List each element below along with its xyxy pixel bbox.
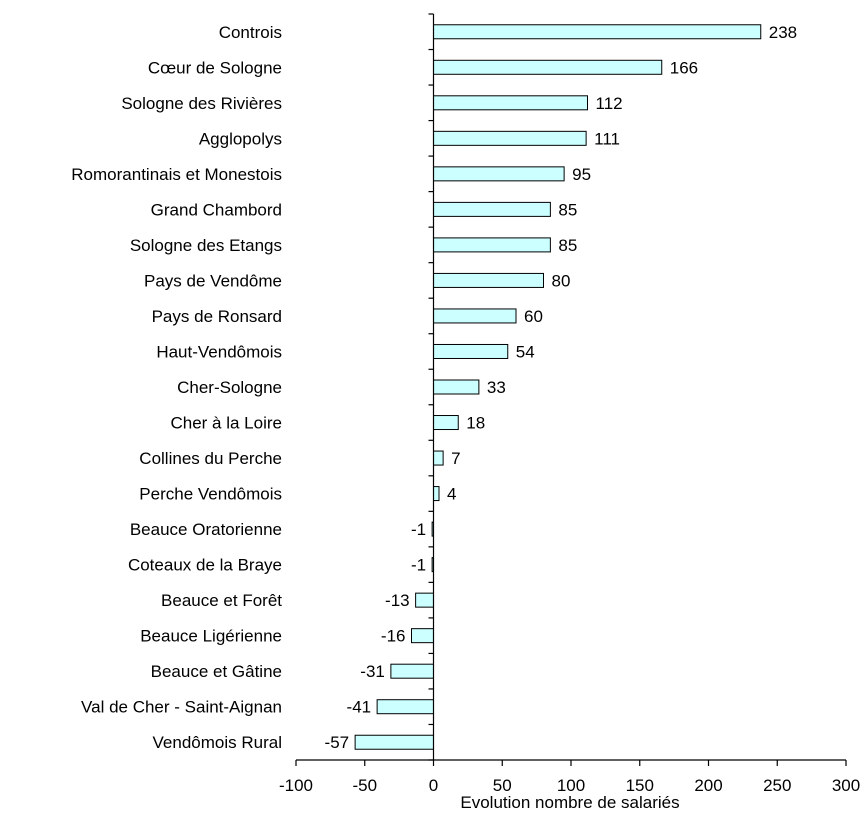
bar [433,59,663,75]
value-labels: 238166112111958585806054331874-1-1-13-16… [325,23,798,752]
bar [390,663,434,679]
bar [433,130,587,146]
bars-layer [354,24,762,750]
x-tick-label: 100 [557,776,585,795]
data-label: 85 [558,200,577,219]
bar [433,201,551,217]
category-label: Cher-Sologne [177,378,282,397]
bar [433,415,459,431]
data-label: 166 [670,58,698,77]
data-label: 18 [466,414,485,433]
bar [354,734,434,750]
category-label: Controis [219,23,282,42]
data-label: 85 [558,236,577,255]
category-label: Val de Cher - Saint-Aignan [81,698,282,717]
category-label: Agglopolys [199,129,282,148]
data-label: -16 [381,627,406,646]
x-tick-label: 50 [493,776,512,795]
data-label: 4 [447,485,456,504]
category-label: Sologne des Etangs [130,236,282,255]
x-tick-label: -100 [279,776,313,795]
category-label: Coteaux de la Braye [128,556,282,575]
bar [433,450,444,466]
category-label: Perche Vendômois [139,485,282,504]
data-label: -41 [347,698,372,717]
bar [433,95,588,111]
category-label: Pays de Vendôme [144,271,282,290]
x-tick-label: 150 [626,776,654,795]
category-label: Romorantinais et Monestois [71,165,282,184]
x-axis-title: Evolution nombre de salariés [460,793,679,812]
bar [433,166,565,182]
category-label: Pays de Ronsard [152,307,282,326]
data-label: -13 [385,591,410,610]
x-tick-label: 200 [694,776,722,795]
x-tick-label: 250 [763,776,791,795]
bar [433,237,551,253]
category-labels: Controis Cœur de Sologne Sologne des Riviè… [71,23,282,752]
bar [411,628,434,644]
category-label: Beauce Ligérienne [140,627,282,646]
data-label: -57 [325,733,350,752]
bar [415,592,434,608]
bar [433,379,480,395]
data-label: -1 [411,556,426,575]
category-label: Cher à la Loire [170,414,282,433]
bar [433,343,509,359]
data-label: 54 [516,342,535,361]
bar [376,699,434,715]
category-label: Haut-Vendômois [156,342,282,361]
axes [295,13,847,766]
data-label: 112 [596,94,623,113]
category-label: Sologne des Rivières [121,94,282,113]
category-label: Beauce et Forêt [161,591,282,610]
data-label: 60 [524,307,543,326]
data-label: -1 [411,520,426,539]
data-label: 111 [594,129,620,148]
x-tick-label: 0 [429,776,438,795]
category-label: Vendômois Rural [153,733,282,752]
data-label: 33 [487,378,506,397]
data-label: 7 [451,449,460,468]
bar [433,24,762,40]
category-label: Cœur de Sologne [148,58,282,77]
category-label: Beauce et Gâtine [151,662,282,681]
x-tick-label: 300 [832,776,860,795]
category-label: Collines du Perche [139,449,282,468]
data-label: 238 [769,23,797,42]
bar [433,272,544,288]
data-label: 80 [552,271,571,290]
data-label: -31 [360,662,385,681]
x-tick-label: -50 [352,776,377,795]
data-label: 95 [572,165,591,184]
category-label: Beauce Oratorienne [130,520,282,539]
x-tick-labels: -100 -50 0 50 100 150 200 250 300 [279,776,860,795]
bar [433,486,440,502]
bar [433,308,517,324]
category-label: Grand Chambord [151,200,282,219]
